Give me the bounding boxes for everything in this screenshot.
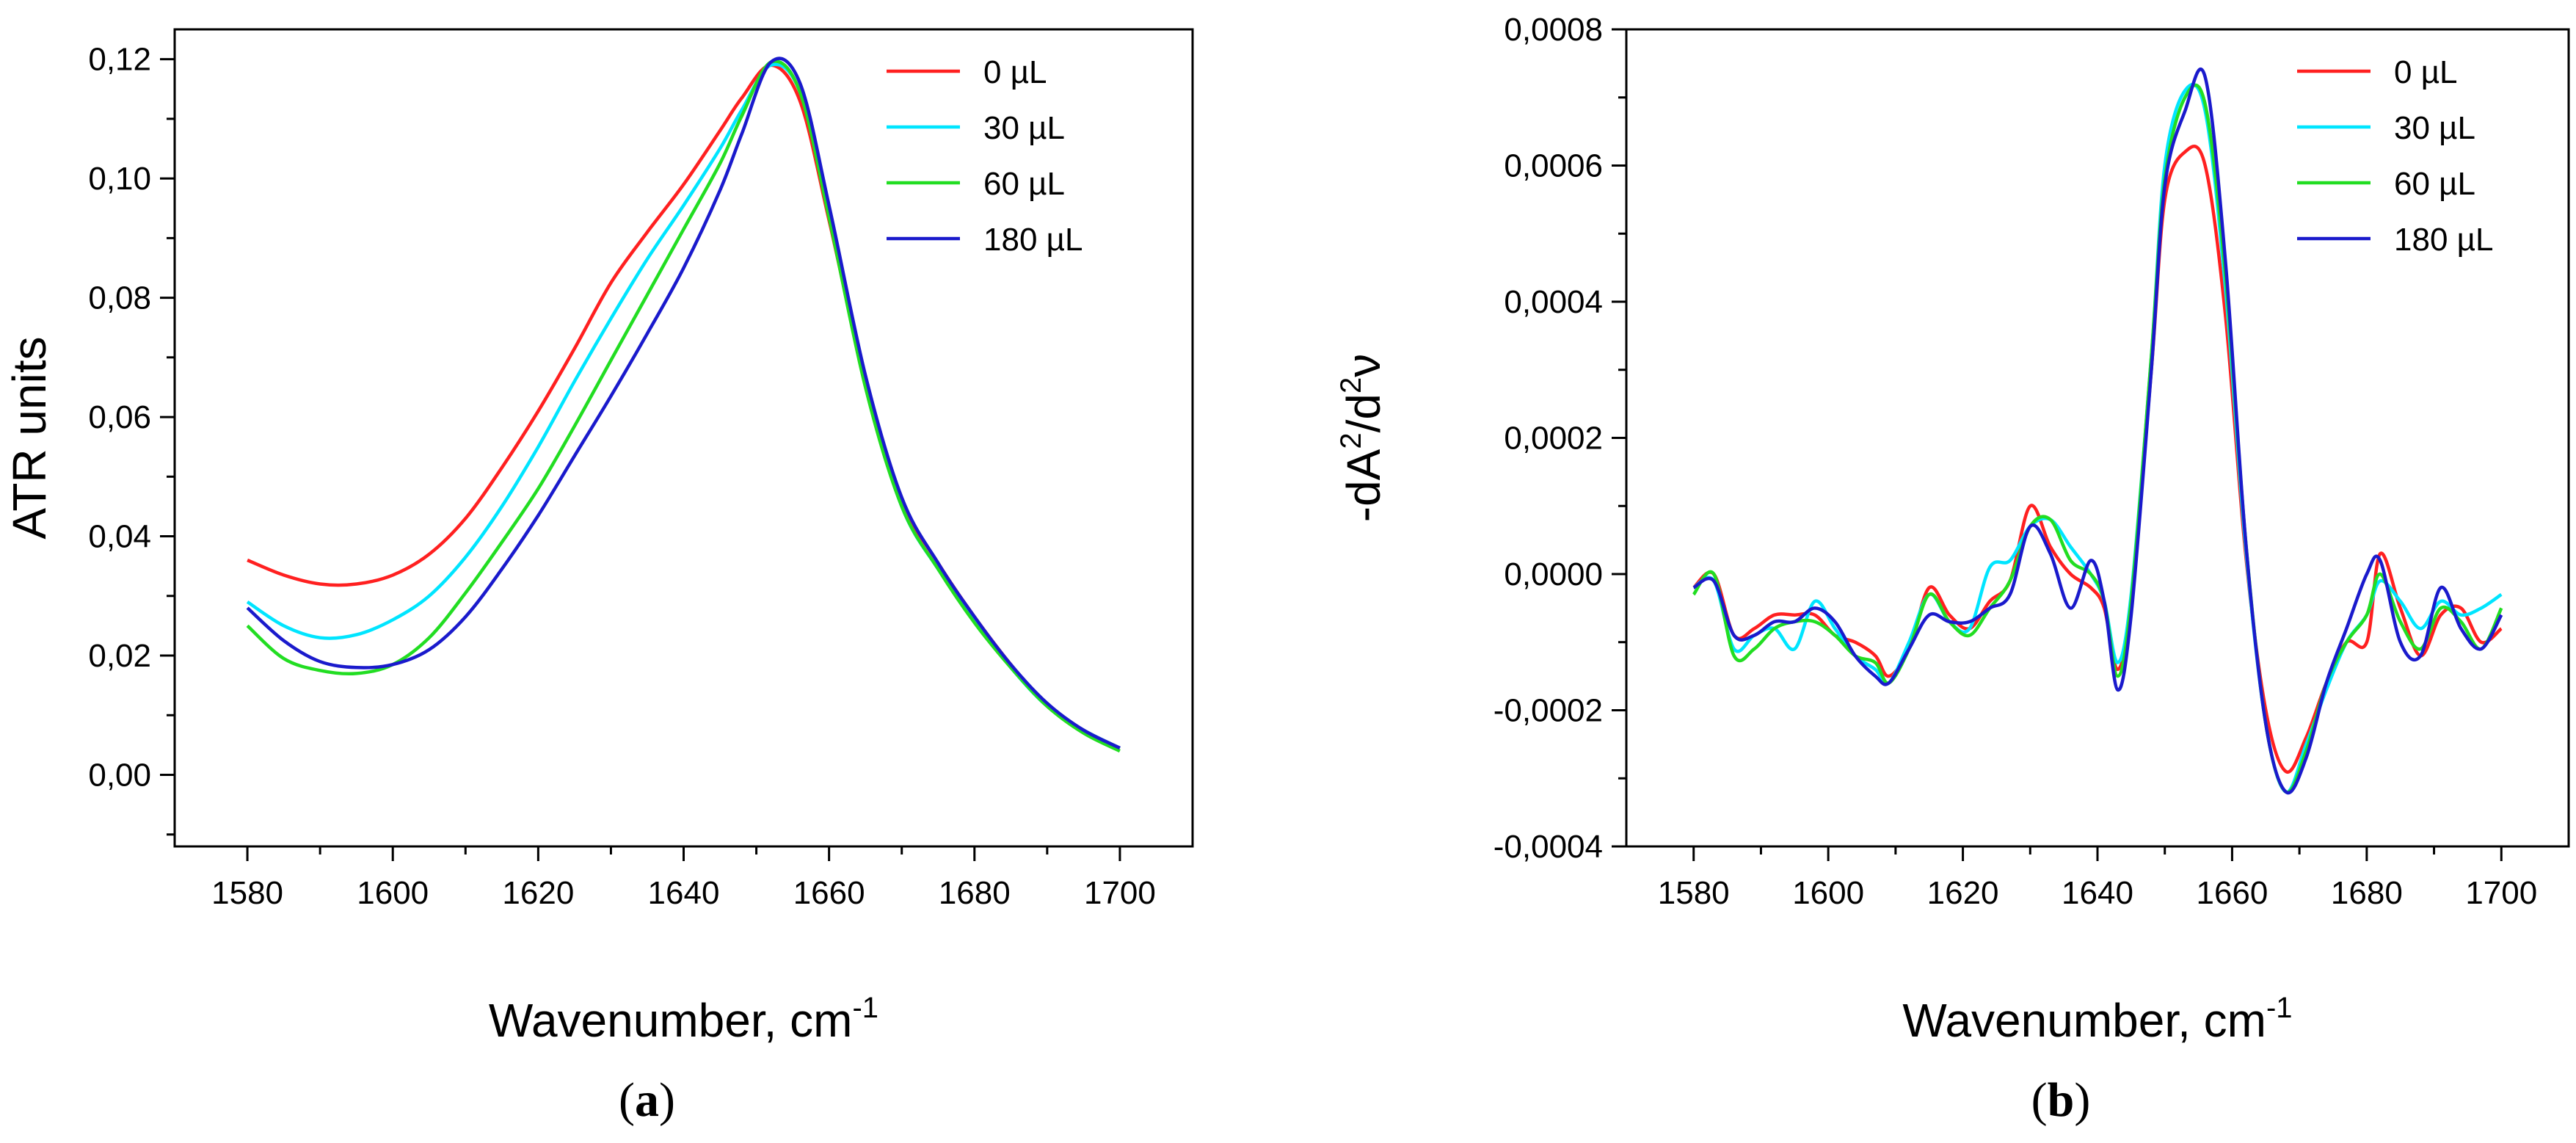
y-tick-label: -0,0002 bbox=[1493, 693, 1603, 729]
panel-label-paren: ) bbox=[659, 1073, 675, 1127]
y-tick-label: 0,06 bbox=[88, 399, 151, 435]
series-line-3 bbox=[246, 57, 1121, 750]
legend-label: 60 µL bbox=[2394, 166, 2475, 202]
legend-label: 30 µL bbox=[983, 110, 1065, 146]
x-tick-label: 1620 bbox=[502, 875, 574, 911]
panel-label-letter: b bbox=[2048, 1073, 2075, 1127]
y-tick-label: 0,12 bbox=[88, 42, 151, 78]
legend-label: 30 µL bbox=[2394, 110, 2475, 146]
series-line-2 bbox=[246, 59, 1121, 753]
y-tick-label: 0,10 bbox=[88, 161, 151, 197]
x-tick-label: 1580 bbox=[211, 875, 283, 911]
x-axis-label: Wavenumber, cm-1 bbox=[1902, 992, 2292, 1047]
x-tick-label: 1620 bbox=[1927, 875, 1999, 911]
y-tick-label: -0,0004 bbox=[1493, 829, 1603, 865]
y-axis-label-text: -dA bbox=[1337, 449, 1390, 522]
x-axis-label-superscript: -1 bbox=[2266, 992, 2293, 1024]
x-tick-label: 1680 bbox=[939, 875, 1011, 911]
y-tick-label: 0,02 bbox=[88, 638, 151, 674]
series-line-3 bbox=[1692, 68, 2503, 795]
y-axis-label-text: ATR units bbox=[3, 336, 56, 539]
plot-frame bbox=[1625, 28, 2570, 848]
legend-label: 180 µL bbox=[2394, 222, 2493, 258]
x-tick-label: 1680 bbox=[2331, 875, 2403, 911]
panel-label-paren: ) bbox=[2074, 1073, 2090, 1127]
y-axis-label-superscript: 2 bbox=[1335, 377, 1367, 393]
panel-label-paren: ( bbox=[619, 1073, 635, 1127]
y-tick-label: 0,0002 bbox=[1504, 421, 1603, 457]
x-tick-label: 1640 bbox=[2062, 875, 2133, 911]
series-line-0 bbox=[1692, 145, 2503, 774]
panel-label: (b) bbox=[2031, 1073, 2091, 1127]
chart-panel-b: 1580 1600 1620 1640 1660 1680 1700 -0,0004 -0,00… bbox=[1335, 12, 2570, 1127]
y-axis-label-superscript: 2 bbox=[1335, 432, 1367, 449]
y-tick-label: 0,0000 bbox=[1504, 556, 1603, 592]
legend-label: 0 µL bbox=[983, 54, 1047, 90]
panel-label-letter: a bbox=[635, 1073, 659, 1127]
legend-label: 180 µL bbox=[983, 222, 1083, 258]
x-tick-label: 1660 bbox=[2196, 875, 2268, 911]
chart-panel-a: 1580 1600 1620 1640 1660 1680 1700 0,00 0,02 0,04… bbox=[3, 28, 1194, 1127]
y-tick-label: 0,0008 bbox=[1504, 12, 1603, 48]
y-tick-label: 0,04 bbox=[88, 519, 151, 555]
x-tick-label: 1600 bbox=[1792, 875, 1864, 911]
y-tick-label: 0,0004 bbox=[1504, 284, 1603, 320]
y-tick-label: 0,0006 bbox=[1504, 148, 1603, 184]
legend-label: 60 µL bbox=[983, 166, 1065, 202]
legend-label: 0 µL bbox=[2394, 54, 2458, 90]
y-axis-label: -dA2/d2ν bbox=[1335, 354, 1390, 522]
x-tick-label: 1700 bbox=[2465, 875, 2537, 911]
x-tick-label: 1700 bbox=[1084, 875, 1156, 911]
series-line-2 bbox=[1692, 83, 2503, 794]
y-axis-label-text: /d bbox=[1337, 393, 1390, 432]
y-tick-label: 0,08 bbox=[88, 280, 151, 316]
x-axis-label-text: Wavenumber, cm bbox=[489, 994, 853, 1047]
y-axis-label: ATR units bbox=[3, 336, 56, 539]
x-tick-label: 1640 bbox=[648, 875, 720, 911]
x-axis-label: Wavenumber, cm-1 bbox=[489, 992, 878, 1047]
x-tick-label: 1660 bbox=[793, 875, 865, 911]
x-tick-label: 1600 bbox=[357, 875, 429, 911]
x-tick-label: 1580 bbox=[1658, 875, 1730, 911]
x-axis-label-superscript: -1 bbox=[852, 992, 878, 1024]
plot-frame bbox=[173, 28, 1194, 848]
panel-label-paren: ( bbox=[2031, 1073, 2048, 1127]
y-axis-label-text: ν bbox=[1337, 354, 1390, 377]
x-axis-label-text: Wavenumber, cm bbox=[1902, 994, 2266, 1047]
y-tick-label: 0,00 bbox=[88, 758, 151, 794]
panel-label: (a) bbox=[619, 1073, 675, 1127]
series-line-1 bbox=[1692, 82, 2503, 794]
